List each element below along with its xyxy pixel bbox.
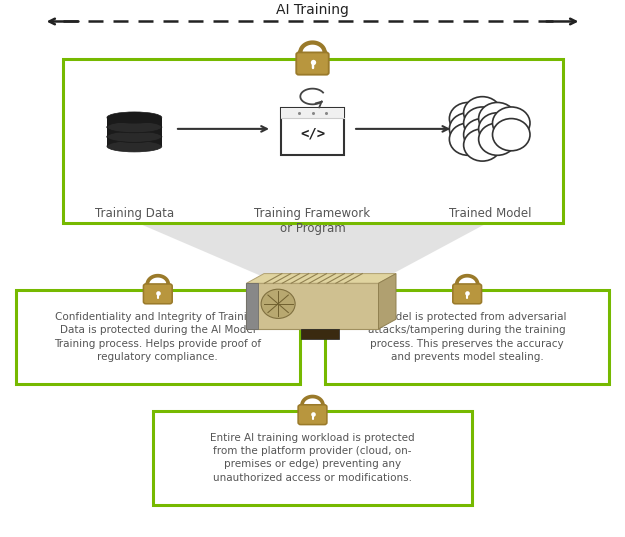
Ellipse shape	[107, 121, 162, 133]
Polygon shape	[246, 284, 258, 329]
Bar	[107, 118, 162, 127]
Text: Entire AI training workload is protected
from the platform provider (cloud, on-
: Entire AI training workload is protected…	[210, 433, 415, 483]
Circle shape	[449, 113, 487, 145]
FancyBboxPatch shape	[144, 284, 172, 304]
Ellipse shape	[107, 121, 162, 133]
Circle shape	[479, 123, 516, 155]
Polygon shape	[246, 284, 379, 329]
Ellipse shape	[107, 131, 162, 142]
Bar	[153, 411, 472, 505]
Bar	[107, 127, 162, 137]
Bar	[16, 290, 300, 384]
Bar	[281, 108, 344, 118]
Ellipse shape	[107, 131, 162, 142]
Bar	[107, 137, 162, 146]
Text: Confidentiality and Integrity of Training
Data is protected during the AI Model
: Confidentiality and Integrity of Trainin…	[54, 312, 261, 362]
Polygon shape	[379, 273, 396, 329]
Text: Training Framework
or Program: Training Framework or Program	[254, 207, 371, 235]
Bar	[281, 108, 344, 155]
Bar	[62, 59, 562, 223]
Text: </>: </>	[300, 126, 325, 141]
Text: AI Model is protected from adversarial
attacks/tampering during the training
pro: AI Model is protected from adversarial a…	[368, 312, 567, 362]
Bar	[325, 290, 609, 384]
Ellipse shape	[107, 112, 162, 123]
FancyBboxPatch shape	[452, 284, 482, 304]
FancyBboxPatch shape	[298, 405, 327, 425]
Circle shape	[492, 107, 530, 139]
Polygon shape	[246, 273, 396, 284]
Circle shape	[479, 113, 516, 145]
Polygon shape	[138, 223, 488, 277]
Circle shape	[464, 129, 501, 161]
Circle shape	[464, 107, 501, 139]
Circle shape	[464, 119, 501, 151]
Circle shape	[449, 123, 487, 155]
Text: Training Data: Training Data	[95, 207, 174, 220]
FancyBboxPatch shape	[296, 53, 329, 75]
Circle shape	[492, 119, 530, 151]
Text: Trained Model: Trained Model	[449, 207, 532, 220]
Circle shape	[479, 103, 516, 135]
Bar	[301, 329, 339, 339]
Circle shape	[261, 289, 295, 318]
Ellipse shape	[107, 141, 162, 152]
Text: AI Training: AI Training	[276, 3, 349, 17]
Circle shape	[464, 97, 501, 129]
Circle shape	[449, 103, 487, 135]
